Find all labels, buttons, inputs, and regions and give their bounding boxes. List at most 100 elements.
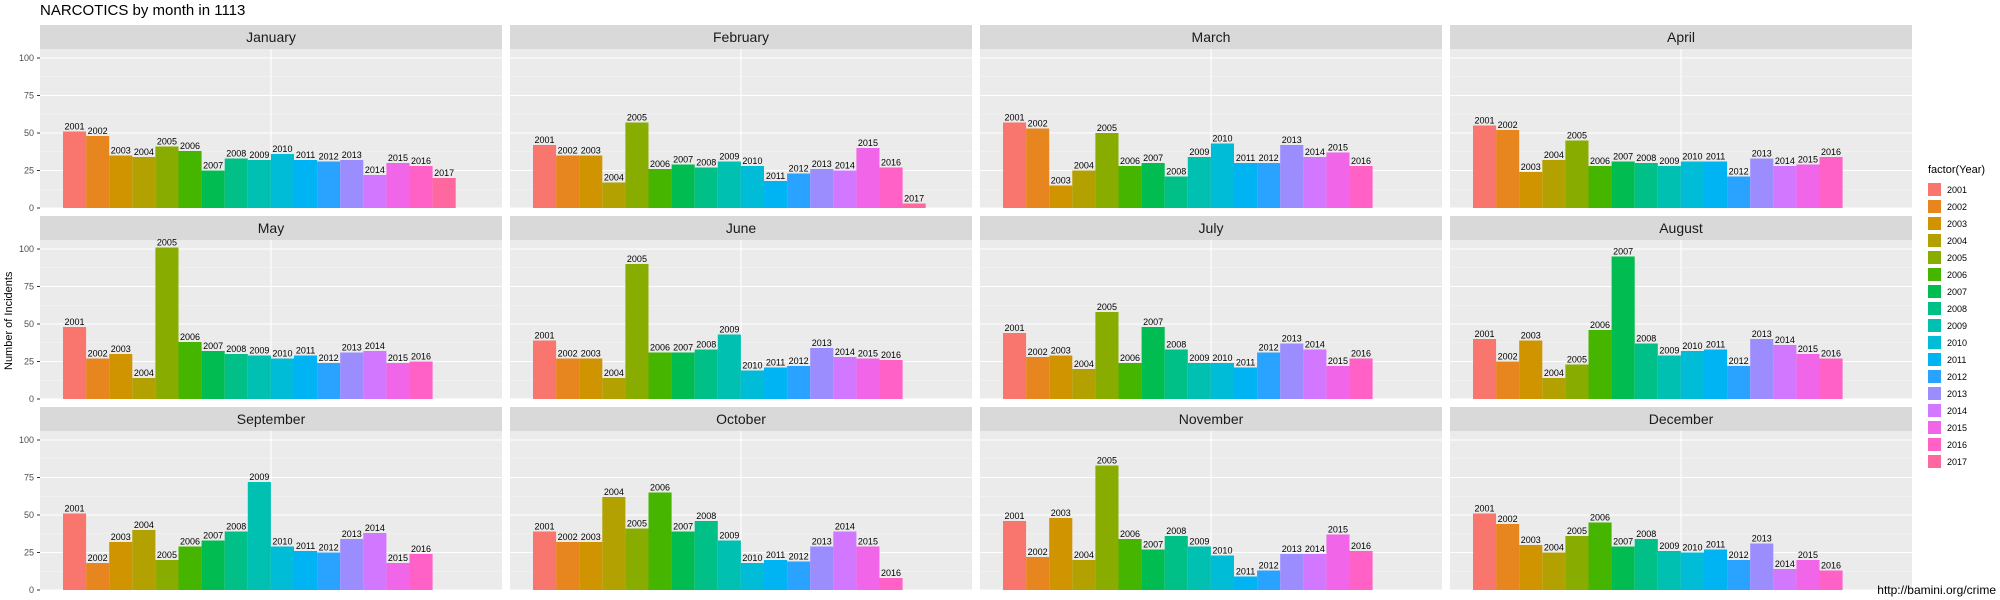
bar-2015 <box>856 546 880 590</box>
bar-2014 <box>833 357 857 399</box>
data-label-2008: 2008 <box>226 344 246 354</box>
bar-2016 <box>1819 157 1843 208</box>
data-label-2002: 2002 <box>88 126 108 136</box>
facet-strip-label: September <box>237 411 306 427</box>
facet-strip-label: February <box>713 29 769 45</box>
legend-item-2013: 2013 <box>1928 385 1998 402</box>
bar-2005 <box>1565 140 1589 208</box>
data-label-2009: 2009 <box>1659 346 1679 356</box>
bar-2010 <box>270 358 294 399</box>
bar-2015 <box>856 358 880 399</box>
bar-2001 <box>533 145 557 208</box>
bar-2009 <box>247 355 271 399</box>
data-label-2004: 2004 <box>1074 550 1094 560</box>
data-label-2005: 2005 <box>627 519 647 529</box>
bar-2014 <box>1303 554 1327 590</box>
data-label-2001: 2001 <box>1475 504 1495 514</box>
data-label-2006: 2006 <box>1120 156 1140 166</box>
bar-2013 <box>810 546 834 590</box>
bar-2003 <box>1519 172 1543 208</box>
bar-2013 <box>1750 158 1774 208</box>
bar-2014 <box>363 175 387 208</box>
bar-2016 <box>879 578 903 590</box>
y-tick-label: 75 <box>24 282 34 292</box>
bar-2005 <box>1565 536 1589 590</box>
data-label-2016: 2016 <box>881 350 901 360</box>
data-label-2005: 2005 <box>157 550 177 560</box>
facet-strip <box>980 25 1442 49</box>
data-label-2012: 2012 <box>319 353 339 363</box>
bar-2002 <box>1026 128 1050 208</box>
legend-item-2008: 2008 <box>1928 300 1998 317</box>
legend-label: 2011 <box>1947 354 1967 365</box>
legend-label: 2010 <box>1947 337 1968 348</box>
legend-item-2002: 2002 <box>1928 198 1998 215</box>
bar-2010 <box>1680 161 1704 208</box>
legend-item-2015: 2015 <box>1928 419 1998 436</box>
bar-2003 <box>109 155 133 208</box>
legend-swatch <box>1928 268 1941 281</box>
data-label-2001: 2001 <box>535 135 555 145</box>
bar-2007 <box>671 164 695 208</box>
bar-2003 <box>1049 518 1073 590</box>
y-tick-label: 75 <box>24 473 34 483</box>
y-tick-label: 75 <box>24 91 34 101</box>
data-label-2002: 2002 <box>558 532 578 542</box>
data-label-2010: 2010 <box>742 361 762 371</box>
bar-2003 <box>109 354 133 399</box>
bar-2005 <box>1565 364 1589 399</box>
bar-2010 <box>1680 351 1704 399</box>
data-label-2008: 2008 <box>226 149 246 159</box>
bar-2003 <box>579 542 603 590</box>
data-label-2010: 2010 <box>1682 152 1702 162</box>
bar-2004 <box>132 157 156 208</box>
data-label-2011: 2011 <box>766 171 785 181</box>
facet-strip <box>510 25 972 49</box>
bar-2014 <box>1773 166 1797 208</box>
facet-strip-label: December <box>1649 411 1714 427</box>
bar-2004 <box>132 378 156 399</box>
data-label-2014: 2014 <box>835 522 855 532</box>
data-label-2004: 2004 <box>134 520 154 530</box>
data-label-2012: 2012 <box>1729 167 1749 177</box>
data-label-2007: 2007 <box>673 522 693 532</box>
data-label-2001: 2001 <box>65 317 85 327</box>
data-label-2014: 2014 <box>1305 544 1325 554</box>
bar-2007 <box>201 351 225 399</box>
legend-label: 2006 <box>1947 269 1968 280</box>
data-label-2013: 2013 <box>342 343 362 353</box>
bar-2012 <box>1257 352 1281 399</box>
bar-2003 <box>1519 545 1543 590</box>
data-label-2006: 2006 <box>650 159 670 169</box>
facet-strip <box>1450 216 1912 240</box>
data-label-2008: 2008 <box>1166 340 1186 350</box>
bar-2017 <box>902 203 926 208</box>
bar-2002 <box>556 358 580 399</box>
data-label-2009: 2009 <box>1189 147 1209 157</box>
bar-2004 <box>1072 369 1096 399</box>
bar-2014 <box>1303 349 1327 399</box>
legend-label: 2015 <box>1947 422 1968 433</box>
bar-2011 <box>764 560 788 590</box>
data-label-2012: 2012 <box>319 543 339 553</box>
chart-title: NARCOTICS by month in 1113 <box>40 2 246 19</box>
bar-2013 <box>1280 343 1304 399</box>
bar-2012 <box>317 552 341 590</box>
data-label-2004: 2004 <box>604 173 624 183</box>
data-label-2010: 2010 <box>742 553 762 563</box>
data-label-2007: 2007 <box>1613 152 1633 162</box>
bar-2014 <box>833 531 857 590</box>
bar-2001 <box>1473 125 1497 208</box>
bar-2012 <box>787 173 811 208</box>
data-label-2011: 2011 <box>296 541 315 551</box>
y-tick-label: 100 <box>19 244 34 254</box>
bar-2013 <box>810 169 834 208</box>
legend-item-2009: 2009 <box>1928 317 1998 334</box>
legend-item-2003: 2003 <box>1928 215 1998 232</box>
legend-swatch <box>1928 251 1941 264</box>
legend-label: 2016 <box>1947 439 1968 450</box>
bar-2009 <box>247 160 271 208</box>
bar-2012 <box>1257 570 1281 590</box>
bar-2015 <box>1326 152 1350 208</box>
data-label-2003: 2003 <box>111 532 131 542</box>
